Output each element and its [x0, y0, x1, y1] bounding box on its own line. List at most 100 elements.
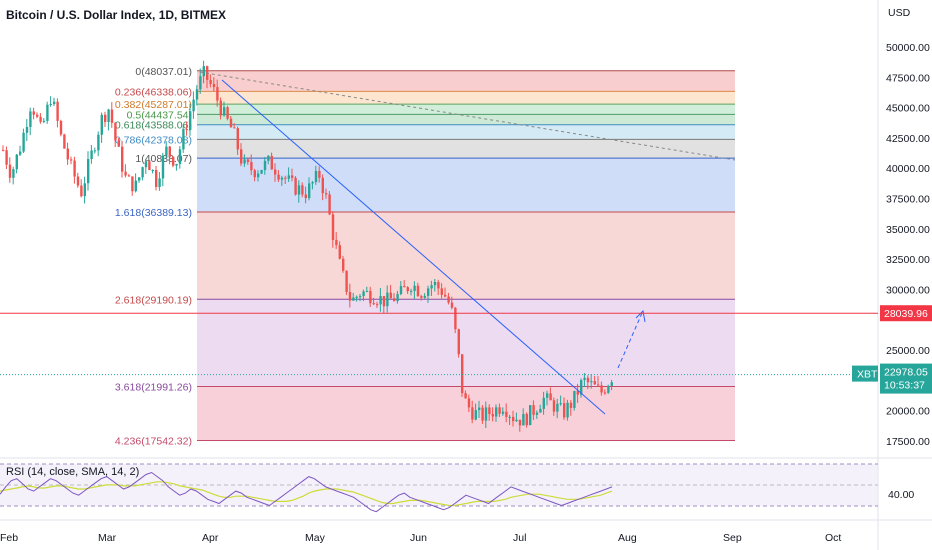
candle-body	[559, 403, 562, 405]
candle-body	[580, 380, 583, 395]
candle-body	[386, 292, 389, 307]
fib-zone	[197, 158, 735, 213]
candle-body	[148, 161, 151, 171]
candle-body	[195, 89, 199, 100]
candle-body	[542, 397, 545, 409]
candle-body	[325, 193, 328, 195]
candle-body	[168, 146, 171, 157]
candle-body	[515, 419, 518, 422]
candle-body	[603, 392, 607, 394]
y-tick-label: 32500.00	[886, 254, 930, 266]
x-tick-label: Jun	[410, 532, 427, 544]
candle-body	[117, 140, 120, 147]
candle-body	[87, 159, 90, 184]
candle-body	[199, 76, 202, 90]
candle-body	[42, 120, 46, 122]
candle-body	[416, 285, 420, 297]
candle-body	[399, 286, 403, 295]
candle-body	[382, 296, 386, 307]
candle-body	[491, 414, 494, 417]
candle-body	[192, 99, 195, 112]
fib-zone	[197, 70, 735, 92]
candle-body	[389, 292, 392, 299]
candle-body	[114, 122, 117, 141]
currency-label: USD	[888, 7, 911, 19]
candle-body	[155, 170, 158, 187]
candle-body	[359, 296, 362, 298]
candle-body	[525, 413, 528, 426]
symbol-tag-bg	[852, 365, 878, 382]
rsi-ma-line	[0, 481, 613, 507]
candle-body	[5, 150, 8, 165]
candle-body	[379, 296, 382, 305]
candle-body	[158, 178, 161, 187]
fib-zone	[197, 124, 735, 140]
candle-body	[63, 134, 66, 149]
y-tick-label: 25000.00	[886, 345, 930, 357]
candle-body	[202, 66, 205, 77]
candle-body	[36, 114, 39, 117]
candle-body	[484, 407, 488, 421]
candle-body	[437, 282, 440, 289]
candle-body	[535, 412, 539, 415]
candle-body	[127, 175, 131, 177]
candle-body	[321, 177, 324, 194]
candle-body	[144, 161, 148, 168]
candle-body	[229, 118, 233, 128]
candle-body	[80, 185, 83, 197]
candle-body	[447, 296, 450, 303]
candle-body	[593, 381, 596, 385]
candle-body	[260, 170, 263, 174]
candle-body	[461, 354, 464, 394]
dashed-trendline	[199, 71, 736, 161]
fib-level-label: 1.618(36389.13)	[115, 207, 192, 219]
candle-body	[240, 149, 243, 164]
candle-body	[403, 286, 406, 288]
candle-body	[427, 288, 430, 296]
current-price-label: 22978.05	[884, 367, 928, 379]
candle-body	[141, 167, 144, 178]
candle-body	[467, 398, 471, 408]
candle-body	[216, 87, 219, 101]
candle-body	[413, 285, 416, 291]
candle-body	[151, 170, 154, 172]
candle-body	[410, 290, 413, 292]
candle-body	[22, 132, 25, 152]
candle-body	[284, 177, 287, 179]
projection-arrow	[617, 312, 643, 369]
candle-body	[274, 169, 277, 175]
candle-body	[444, 294, 447, 297]
candle-body	[335, 239, 338, 246]
candle-body	[172, 156, 175, 166]
candle-body	[49, 104, 52, 106]
candle-body	[522, 413, 525, 426]
candle-body	[277, 174, 280, 180]
candle-body	[280, 177, 284, 180]
y-tick-label: 30000.00	[886, 284, 930, 296]
horizontal-line-label-bg	[880, 305, 932, 322]
candle-body	[433, 282, 437, 286]
x-tick-label: Mar	[98, 532, 117, 544]
x-tick-label: May	[305, 532, 326, 544]
candle-body	[488, 407, 491, 415]
fib-level-label: 4.236(17542.32)	[115, 435, 192, 447]
candle-body	[576, 390, 579, 395]
fib-level-label: 3.618(21991.26)	[115, 382, 192, 394]
candle-body	[212, 83, 216, 88]
candle-body	[209, 79, 212, 84]
candle-body	[420, 296, 423, 298]
candle-body	[294, 177, 297, 195]
candle-body	[546, 393, 549, 398]
x-tick-label: Oct	[825, 532, 841, 544]
candle-body	[508, 416, 511, 418]
candle-body	[83, 183, 86, 197]
y-tick-label: 42500.00	[886, 133, 930, 145]
candle-body	[93, 150, 97, 152]
candle-body	[478, 407, 481, 411]
countdown-label: 10:53:37	[884, 380, 925, 392]
candle-body	[529, 405, 532, 426]
candle-body	[597, 384, 600, 386]
candle-body	[270, 155, 273, 170]
candle-body	[518, 419, 522, 426]
